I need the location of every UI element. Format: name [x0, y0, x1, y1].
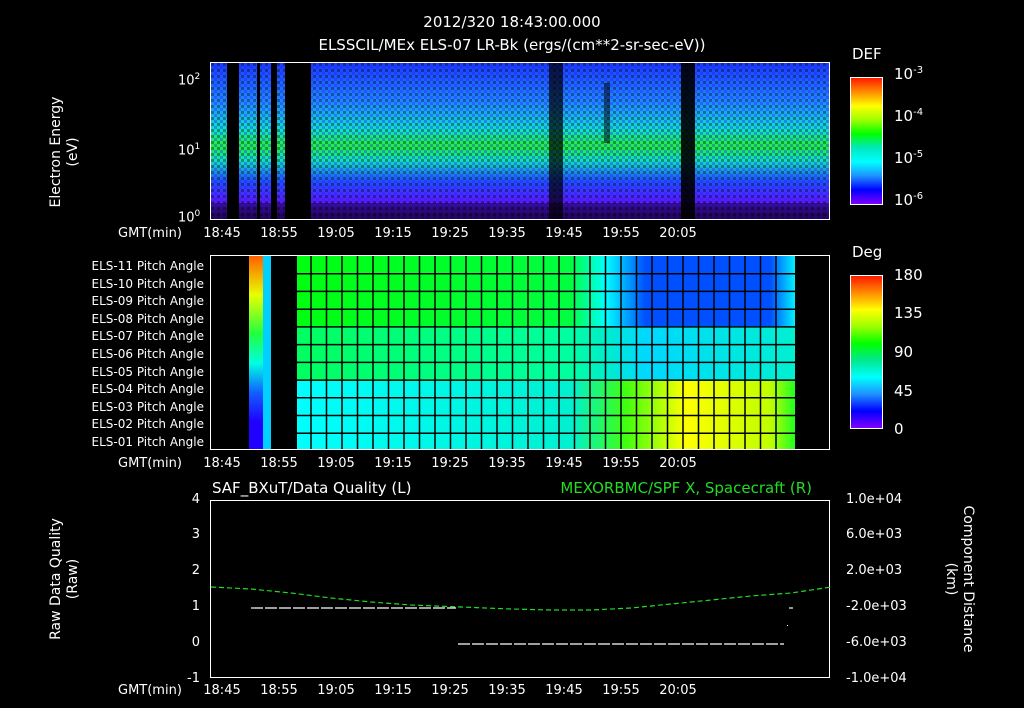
row-label: ELS-11 Pitch Angle: [91, 259, 204, 273]
row-label: ELS-03 Pitch Angle: [91, 400, 204, 414]
left-series-title: SAF_BXuT/Data Quality (L): [212, 479, 412, 497]
pitch-angle-image: [249, 256, 795, 449]
right-series-title: MEXORBMC/SPF X, Spacecraft (R): [560, 479, 812, 497]
x-axis-label: GMT(min): [118, 683, 182, 698]
data-quality-lines: [211, 586, 831, 645]
deg-colorbar-tick: 0: [894, 420, 904, 438]
x-axis-label: GMT(min): [118, 456, 182, 471]
row-label: ELS-05 Pitch Angle: [91, 365, 204, 379]
energy-ylabel: Electron Energy (eV): [48, 96, 81, 208]
x-axis-ticks: 18:45 18:55 19:05 19:15 19:25 19:35 19:4…: [203, 683, 697, 698]
data-quality-panel: SAF_BXuT/Data Quality (L) MEXORBMC/SPF X…: [0, 476, 1024, 708]
deg-colorbar-tick: 180: [894, 266, 923, 284]
row-label: ELS-09 Pitch Angle: [91, 294, 204, 308]
deg-colorbar-tick: 135: [894, 304, 923, 322]
x-axis-ticks: 18:45 18:55 19:05 19:15 19:25 19:35 19:4…: [203, 226, 697, 241]
row-label: ELS-07 Pitch Angle: [91, 329, 204, 343]
energy-spectrogram-image: [211, 63, 829, 219]
def-colorbar-tick: 10-3: [894, 65, 924, 83]
def-colorbar: [850, 77, 883, 205]
def-colorbar-title: DEF: [852, 45, 882, 63]
energy-spectrogram-plot[interactable]: [210, 62, 830, 220]
energy-spectrogram-panel: Electron Energy (eV) 102 101 100: [0, 46, 1024, 250]
deg-colorbar-title: Deg: [852, 243, 883, 261]
x-axis-ticks: 18:45 18:55 19:05 19:15 19:25 19:35 19:4…: [203, 456, 697, 471]
def-colorbar-tick: 10-6: [894, 191, 924, 209]
def-colorbar-tick: 10-5: [894, 149, 924, 167]
data-quality-ylabel: Raw Data Quality (Raw): [48, 518, 81, 640]
energy-ytick: 101: [178, 142, 201, 159]
right-yticks: 1.0e+04 6.0e+03 2.0e+03 -2.0e+03 -6.0e+0…: [846, 492, 907, 686]
pitch-angle-panel: ELS-11 Pitch Angle ELS-10 Pitch Angle EL…: [0, 244, 1024, 474]
energy-ytick: 102: [178, 72, 201, 89]
row-label: ELS-04 Pitch Angle: [91, 382, 204, 396]
pitch-angle-row-labels: ELS-11 Pitch Angle ELS-10 Pitch Angle EL…: [0, 257, 204, 452]
energy-ytick: 100: [178, 209, 201, 226]
row-label: ELS-10 Pitch Angle: [91, 277, 204, 291]
deg-colorbar-tick: 45: [894, 382, 914, 400]
deg-colorbar-tick: 90: [894, 343, 914, 361]
data-quality-plot[interactable]: [210, 500, 831, 678]
plot-title: ELSSCIL/MEx ELS-07 LR-Bk (ergs/(cm**2-sr…: [318, 36, 706, 54]
pitch-angle-plot[interactable]: [210, 255, 830, 450]
row-label: ELS-06 Pitch Angle: [91, 347, 204, 361]
row-label: ELS-08 Pitch Angle: [91, 312, 204, 326]
row-label: ELS-01 Pitch Angle: [91, 435, 204, 449]
plot-timestamp: 2012/320 18:43:00.000: [423, 13, 601, 31]
component-distance-ylabel: Component Distance (km): [943, 505, 976, 653]
x-axis-label: GMT(min): [118, 226, 182, 241]
def-colorbar-tick: 10-4: [894, 107, 924, 125]
row-label: ELS-02 Pitch Angle: [91, 417, 204, 431]
deg-colorbar: [850, 275, 883, 429]
left-yticks: 4 3 2 1 0 -1: [187, 492, 200, 686]
